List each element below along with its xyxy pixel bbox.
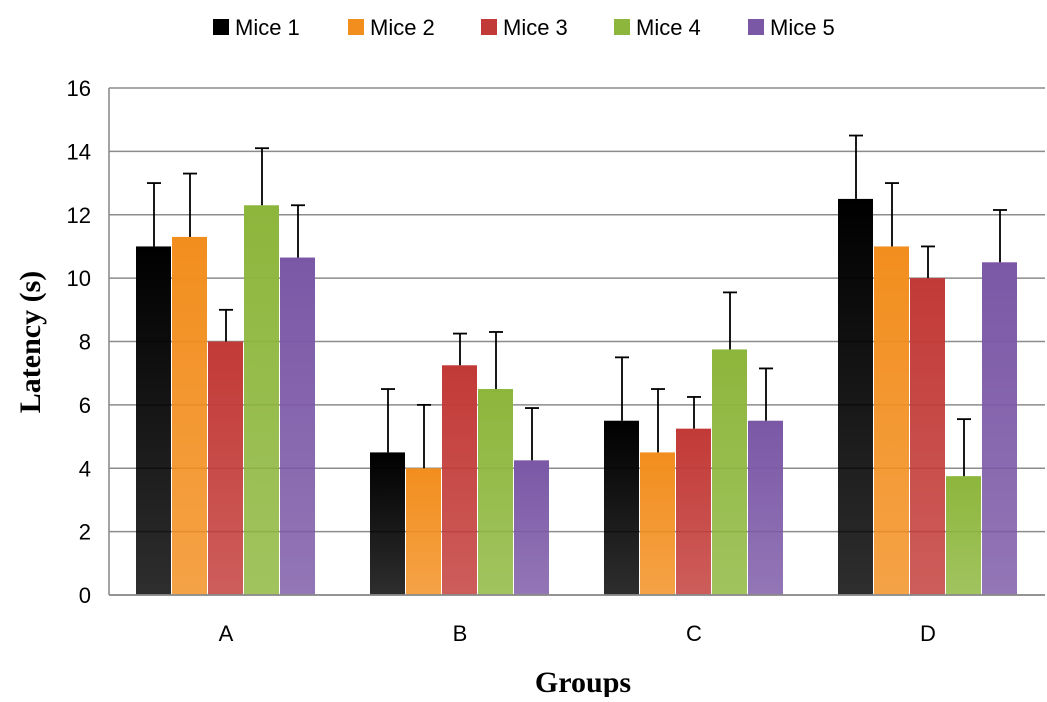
legend-label: Mice 2 [370, 15, 435, 40]
x-axis-label: Groups [535, 666, 631, 697]
bar [748, 420, 783, 595]
bar [136, 246, 171, 595]
legend-swatch [481, 19, 497, 35]
y-axis-label: Latency (s) [14, 271, 47, 413]
legend-label: Mice 4 [636, 15, 701, 40]
bar [442, 365, 477, 595]
error-bars [147, 134, 1007, 477]
legend-label: Mice 3 [503, 15, 568, 40]
bar [676, 428, 711, 595]
bar [712, 349, 747, 595]
bar [946, 476, 981, 595]
x-tick-label: C [686, 621, 702, 646]
y-tick-label: 4 [79, 456, 91, 481]
bar [370, 452, 405, 595]
legend-swatch [213, 19, 229, 35]
legend-label: Mice 1 [235, 15, 300, 40]
bar [406, 468, 441, 595]
y-tick-label: 8 [79, 330, 91, 355]
y-tick-label: 12 [67, 203, 91, 228]
x-tick-label: B [453, 621, 468, 646]
y-tick-label: 6 [79, 393, 91, 418]
bar [604, 420, 639, 595]
bar [172, 236, 207, 595]
y-tick-label: 16 [67, 76, 91, 101]
legend-label: Mice 5 [770, 15, 835, 40]
x-tick-label: D [920, 621, 936, 646]
x-tick-label: A [219, 621, 234, 646]
y-tick-label: 10 [67, 266, 91, 291]
bar [910, 278, 945, 595]
bar [874, 246, 909, 595]
bar [838, 198, 873, 595]
bar [478, 389, 513, 595]
bar [208, 341, 243, 595]
y-tick-label: 14 [67, 139, 91, 164]
bar [280, 257, 315, 595]
y-tick-label: 2 [79, 520, 91, 545]
bar [640, 452, 675, 595]
legend-swatch [348, 19, 364, 35]
bar [244, 205, 279, 595]
legend-swatch [748, 19, 764, 35]
bars [136, 198, 1017, 595]
y-tick-label: 0 [79, 583, 91, 608]
bar [982, 262, 1017, 595]
legend-swatch [614, 19, 630, 35]
axes: 0 2 4 6 8 10 12 14 16 A B C D [67, 76, 1045, 646]
bar [514, 460, 549, 595]
legend: Mice 1 Mice 2 Mice 3 Mice 4 Mice 5 [213, 15, 835, 40]
